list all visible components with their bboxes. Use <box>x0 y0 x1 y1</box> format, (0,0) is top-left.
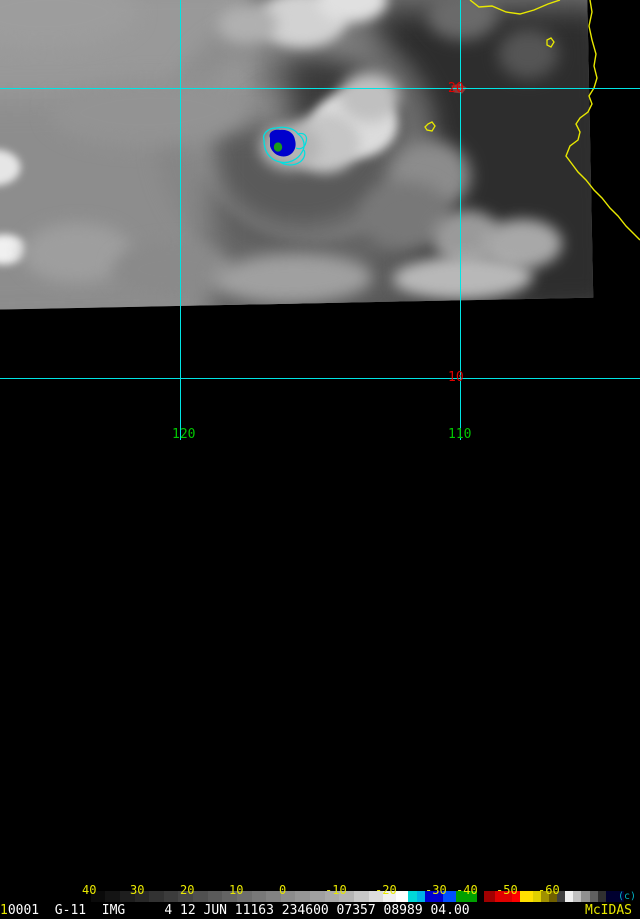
colorbar-segment <box>193 891 208 902</box>
colorbar-segment <box>295 891 310 902</box>
colorbar-segment <box>207 891 223 902</box>
colorbar-tick-label: -10 <box>325 883 347 897</box>
colorbar-segment <box>251 891 267 902</box>
colorbar-segment <box>589 891 598 902</box>
colorbar-tick-label: -40 <box>456 883 478 897</box>
colorbar-segment <box>573 891 582 902</box>
colorbar-tick-label: -50 <box>496 883 518 897</box>
copyright-label: (c) <box>617 891 636 902</box>
longitude-label-110: 110 <box>448 427 472 442</box>
colorbar-tick-label: 40 <box>82 883 97 897</box>
colorbar-segment <box>149 891 164 902</box>
colorbar-segment <box>581 891 590 902</box>
colorbar-segment <box>396 891 408 902</box>
colorbar-tick-label: -30 <box>425 883 447 897</box>
colorbar-tick-label: -60 <box>538 883 560 897</box>
colorbar-segment <box>407 891 418 902</box>
coastline-overlay <box>424 0 640 241</box>
colorbar-segment <box>597 891 606 902</box>
latitude-label-10: 10 <box>448 370 464 385</box>
satellite-image-area[interactable]: 20 10 <box>0 0 640 440</box>
longitude-label-120: 120 <box>172 427 196 442</box>
colorbar-tick-label: 0 <box>279 883 287 897</box>
colorbar-segment <box>163 891 179 902</box>
colorbar-segment <box>519 891 533 902</box>
storm-cold-core <box>262 126 308 166</box>
latitude-line-10 <box>0 378 640 379</box>
mcidas-brand-label: McIDAS <box>585 903 632 918</box>
status-line: 10001 G-11 IMG 4 12 JUN 11163 234600 073… <box>0 903 640 919</box>
colorbar-segment <box>483 891 496 902</box>
longitude-line-110 <box>460 0 461 440</box>
colorbar-tick-label: 10 <box>229 883 244 897</box>
colorbar-segment <box>105 891 120 902</box>
status-lead-digit: 1 <box>0 903 8 918</box>
latitude-label-20: 20 <box>448 81 464 96</box>
latitude-line-20 <box>0 88 640 89</box>
bottom-info-panel: 40 30 20 10 0 -10 -20 -30 -40 -50 -60 10001 G-11 I… <box>0 440 640 918</box>
status-text: 0001 G-11 IMG 4 12 JUN 11163 234600 0735… <box>7 903 470 918</box>
colorbar-segment <box>565 891 574 902</box>
colorbar-tick-label: 20 <box>180 883 195 897</box>
colorbar-segment <box>353 891 369 902</box>
colorbar-tick-label: -20 <box>375 883 397 897</box>
colorbar-segment <box>310 891 325 902</box>
colorbar-tick-label: 30 <box>130 883 145 897</box>
longitude-line-120 <box>180 0 181 440</box>
